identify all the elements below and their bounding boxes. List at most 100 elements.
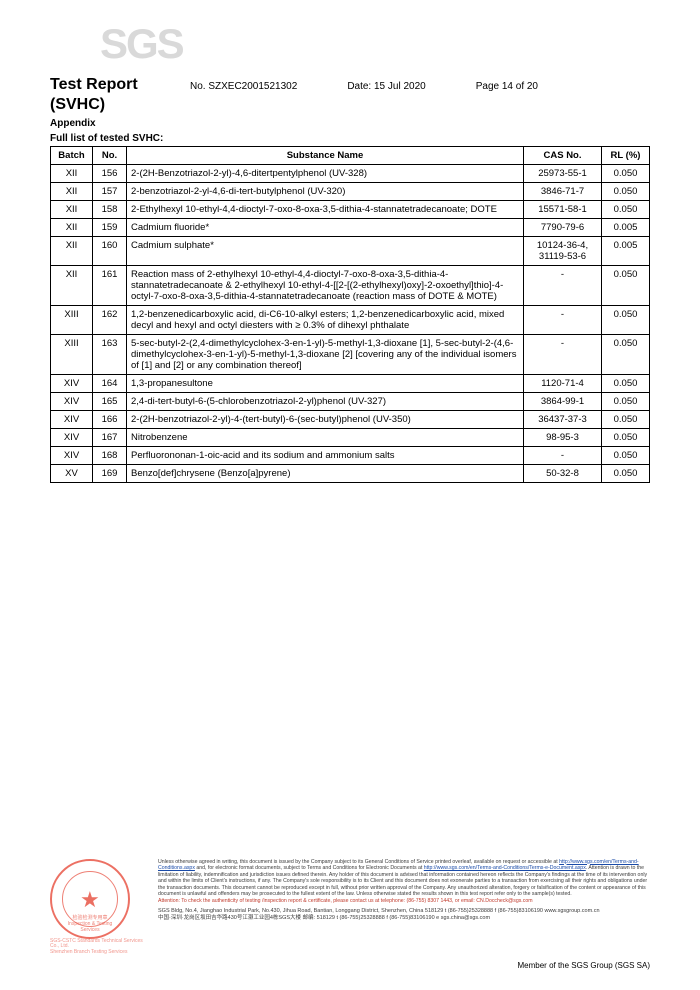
address-cn: 中国·深圳·龙岗区坂田吉华路430号江灏工业园4栋SGS大楼 邮编: 51812… (158, 915, 650, 922)
footer: ★ 检验检测专用章 Inspection & Testing Services … (50, 859, 650, 971)
member-text: Member of the SGS Group (SGS SA) (50, 961, 650, 970)
cell-sub: Perfluorononan-1-oic-acid and its sodium… (127, 447, 524, 465)
th-rl: RL (%) (602, 147, 650, 165)
cell-rl: 0.050 (602, 375, 650, 393)
cell-cas: - (524, 306, 602, 335)
stamp-caption-1: SGS-CSTC Standards Technical Services Co… (50, 938, 143, 950)
cell-cas: 7790-79-6 (524, 219, 602, 237)
cell-sub: 2-benzotriazol-2-yl-4,6-di-tert-butylphe… (127, 183, 524, 201)
cell-no: 167 (93, 429, 127, 447)
table-row: XV169Benzo[def]chrysene (Benzo[a]pyrene)… (51, 465, 650, 483)
cell-no: 161 (93, 266, 127, 306)
cell-sub: 1,3-propanesultone (127, 375, 524, 393)
report-no-label: No. (190, 81, 206, 92)
cell-batch: XIV (51, 375, 93, 393)
cell-rl: 0.050 (602, 447, 650, 465)
cell-no: 162 (93, 306, 127, 335)
cell-sub: Reaction mass of 2-ethylhexyl 10-ethyl-4… (127, 266, 524, 306)
table-row: XIV167Nitrobenzene98-95-30.050 (51, 429, 650, 447)
stamp-sub-text: Inspection & Testing Services (68, 921, 113, 933)
cell-batch: XIV (51, 411, 93, 429)
table-row: XII1572-benzotriazol-2-yl-4,6-di-tert-bu… (51, 183, 650, 201)
cell-sub: 2-Ethylhexyl 10-ethyl-4,4-dioctyl-7-oxo-… (127, 201, 524, 219)
disclaimer-text-2: and, for electronic format documents, su… (195, 865, 424, 871)
svhc-table: Batch No. Substance Name CAS No. RL (%) … (50, 146, 650, 483)
cell-no: 157 (93, 183, 127, 201)
cell-rl: 0.050 (602, 335, 650, 375)
cell-no: 165 (93, 393, 127, 411)
th-batch: Batch (51, 147, 93, 165)
table-row: XIV1652,4-di-tert-butyl-6-(5-chlorobenzo… (51, 393, 650, 411)
cell-cas: 10124-36-4, 31119-53-6 (524, 237, 602, 266)
table-row: XII160Cadmium sulphate*10124-36-4, 31119… (51, 237, 650, 266)
appendix-label: Appendix (50, 118, 650, 129)
cell-cas: 1120-71-4 (524, 375, 602, 393)
th-substance: Substance Name (127, 147, 524, 165)
cell-cas: 98-95-3 (524, 429, 602, 447)
cell-sub: Cadmium fluoride* (127, 219, 524, 237)
cell-rl: 0.005 (602, 237, 650, 266)
cell-sub: 5-sec-butyl-2-(2,4-dimethylcyclohex-3-en… (127, 335, 524, 375)
cell-cas: 36437-37-3 (524, 411, 602, 429)
cell-batch: XII (51, 266, 93, 306)
full-list-label: Full list of tested SVHC: (50, 133, 650, 144)
cell-rl: 0.050 (602, 306, 650, 335)
cell-batch: XII (51, 183, 93, 201)
cell-cas: - (524, 447, 602, 465)
report-no-value: SZXEC2001521302 (208, 81, 297, 92)
stamp-caption-2: Shenzhen Branch Testing Services (50, 949, 127, 955)
cell-cas: 50-32-8 (524, 465, 602, 483)
cell-sub: Benzo[def]chrysene (Benzo[a]pyrene) (127, 465, 524, 483)
stamp-caption: SGS-CSTC Standards Technical Services Co… (50, 939, 150, 956)
logo: SGS (100, 20, 650, 68)
cell-cas: 15571-58-1 (524, 201, 602, 219)
cell-cas: - (524, 335, 602, 375)
cell-batch: XII (51, 237, 93, 266)
cell-batch: XV (51, 465, 93, 483)
table-row: XIII1621,2-benzenedicarboxylic acid, di-… (51, 306, 650, 335)
cell-cas: 25973-55-1 (524, 165, 602, 183)
cell-cas: 3864-99-1 (524, 393, 602, 411)
cell-rl: 0.050 (602, 429, 650, 447)
cell-sub: Nitrobenzene (127, 429, 524, 447)
terms-link-2[interactable]: http://www.sgs.com/en/Terms-and-Conditio… (424, 865, 586, 871)
cell-batch: XIV (51, 429, 93, 447)
cell-rl: 0.005 (602, 219, 650, 237)
address-block: SGS Bldg, No.4, Jianghao Industrial Park… (158, 908, 650, 922)
table-row: XII159Cadmium fluoride*7790-79-60.005 (51, 219, 650, 237)
cell-cas: 3846-71-7 (524, 183, 602, 201)
cell-no: 160 (93, 237, 127, 266)
th-cas: CAS No. (524, 147, 602, 165)
cell-no: 168 (93, 447, 127, 465)
cell-batch: XII (51, 201, 93, 219)
cell-sub: 2-(2H-Benzotriazol-2-yl)-4,6-ditertpenty… (127, 165, 524, 183)
cell-no: 169 (93, 465, 127, 483)
cell-rl: 0.050 (602, 183, 650, 201)
header-row: Test Report No. SZXEC2001521302 Date: 15… (50, 76, 650, 94)
cell-batch: XIV (51, 393, 93, 411)
page-number: Page 14 of 20 (476, 81, 538, 92)
attention-text: Attention: To check the authenticity of … (158, 898, 533, 904)
cell-rl: 0.050 (602, 201, 650, 219)
table-row: XIV1662-(2H-benzotriazol-2-yl)-4-(tert-b… (51, 411, 650, 429)
table-header-row: Batch No. Substance Name CAS No. RL (%) (51, 147, 650, 165)
cell-rl: 0.050 (602, 266, 650, 306)
table-row: XII161Reaction mass of 2-ethylhexyl 10-e… (51, 266, 650, 306)
date-label: Date: (347, 81, 371, 92)
table-row: XII1562-(2H-Benzotriazol-2-yl)-4,6-diter… (51, 165, 650, 183)
date-value: 15 Jul 2020 (374, 81, 426, 92)
cell-batch: XII (51, 219, 93, 237)
cell-no: 158 (93, 201, 127, 219)
table-row: XIV1641,3-propanesultone1120-71-40.050 (51, 375, 650, 393)
cell-sub: 1,2-benzenedicarboxylic acid, di-C6-10-a… (127, 306, 524, 335)
cell-batch: XII (51, 165, 93, 183)
cell-cas: - (524, 266, 602, 306)
table-row: XIV168Perfluorononan-1-oic-acid and its … (51, 447, 650, 465)
cell-rl: 0.050 (602, 411, 650, 429)
cell-sub: 2,4-di-tert-butyl-6-(5-chlorobenzotriazo… (127, 393, 524, 411)
cell-no: 164 (93, 375, 127, 393)
cell-rl: 0.050 (602, 165, 650, 183)
cell-sub: 2-(2H-benzotriazol-2-yl)-4-(tert-butyl)-… (127, 411, 524, 429)
table-row: XIII1635-sec-butyl-2-(2,4-dimethylcycloh… (51, 335, 650, 375)
cell-no: 166 (93, 411, 127, 429)
